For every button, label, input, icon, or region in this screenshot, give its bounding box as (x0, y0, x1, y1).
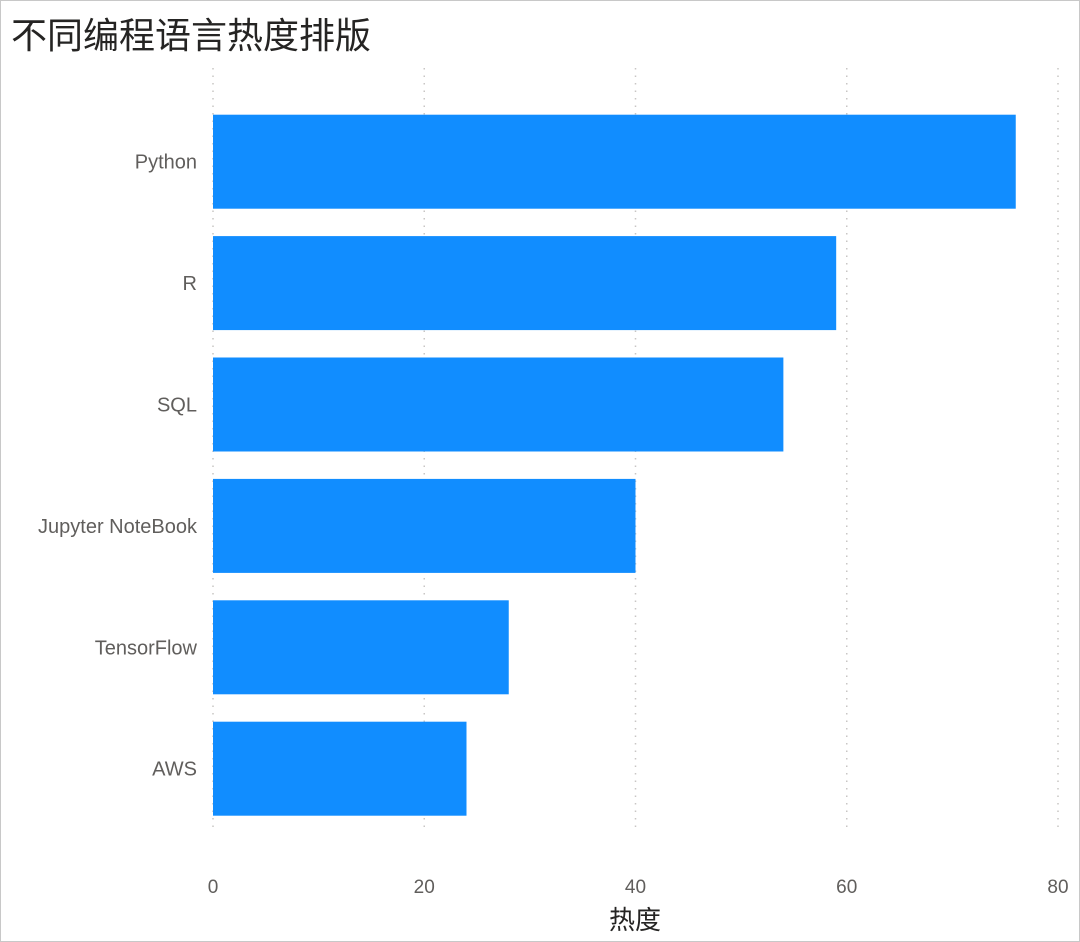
x-tick-label: 80 (1047, 877, 1068, 898)
category-label: R (183, 273, 197, 295)
bars (213, 114, 1016, 816)
x-tick-label: 60 (836, 877, 857, 898)
chart-title: 不同编程语言热度排版 (11, 16, 372, 57)
x-tick-label: 0 (208, 877, 219, 898)
bar-tensorflow[interactable] (213, 600, 509, 695)
category-label: Jupyter NoteBook (38, 516, 198, 538)
category-label: TensorFlow (95, 637, 198, 659)
x-tick-label: 40 (625, 877, 646, 898)
category-labels: Python R SQL Jupyter NoteBook TensorFlow AWS (38, 152, 198, 781)
bar-aws[interactable] (213, 721, 467, 816)
bar-r[interactable] (213, 236, 837, 331)
bar-python[interactable] (213, 114, 1016, 209)
category-label: Python (135, 152, 197, 174)
x-tick-label: 20 (414, 877, 435, 898)
category-label: SQL (157, 395, 197, 417)
bar-sql[interactable] (213, 357, 784, 452)
x-tick-labels: 0 20 40 60 80 (208, 877, 1069, 898)
bar-jupyter-notebook[interactable] (213, 478, 636, 573)
x-axis-title: 热度 (609, 906, 661, 936)
category-label: AWS (152, 759, 197, 781)
